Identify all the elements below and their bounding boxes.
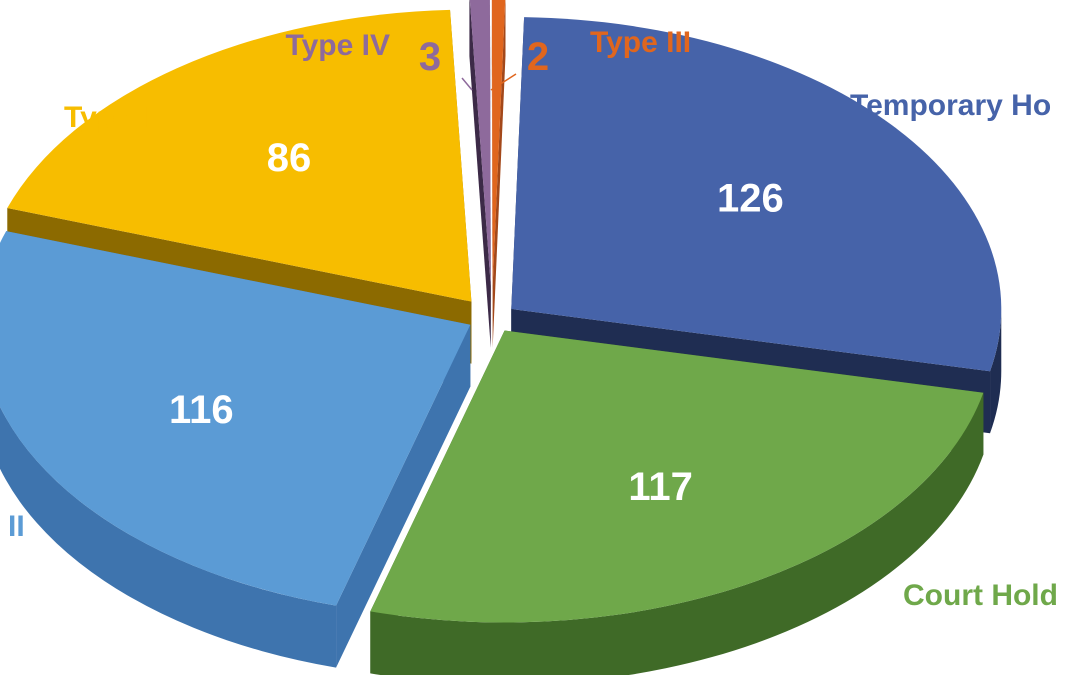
pie-slice	[469, 0, 491, 286]
value-labels: 126 117 116 86 3 2	[169, 35, 784, 509]
pie-slice	[7, 9, 472, 302]
slice-value-label: 116	[169, 388, 234, 432]
pie-slice	[491, 0, 506, 286]
pie-slice	[0, 231, 471, 606]
slice-rim	[990, 308, 1002, 434]
category-labels: Temporary Ho Court Hold II Type I Type IV Typ…	[8, 26, 1058, 612]
slice-cut-face	[491, 0, 493, 348]
slice-category-label: Type I	[64, 101, 148, 134]
slice-category-label: Court Hold	[903, 579, 1058, 612]
slice-category-label: II	[8, 510, 25, 543]
slice-value-label: 86	[267, 136, 312, 180]
slice-cut-face	[492, 0, 506, 348]
leader-line	[461, 77, 473, 91]
pie-slice	[370, 330, 984, 623]
slice-tops	[0, 0, 1002, 623]
leader-line	[490, 73, 517, 91]
slice-value-label: 117	[628, 465, 693, 509]
slice-cut-face	[469, 0, 491, 348]
slice-cut-face	[336, 324, 471, 668]
pie-slice	[511, 17, 1002, 372]
slice-category-label: Temporary Ho	[850, 89, 1051, 122]
slice-value-label: 2	[527, 35, 549, 79]
slice-value-label: 3	[419, 35, 441, 79]
slice-category-label: Type III	[590, 26, 691, 59]
slice-category-label: Type IV	[286, 29, 390, 62]
slice-rim	[0, 406, 337, 668]
slice-value-label: 126	[717, 176, 784, 220]
slice-rim	[370, 392, 984, 675]
